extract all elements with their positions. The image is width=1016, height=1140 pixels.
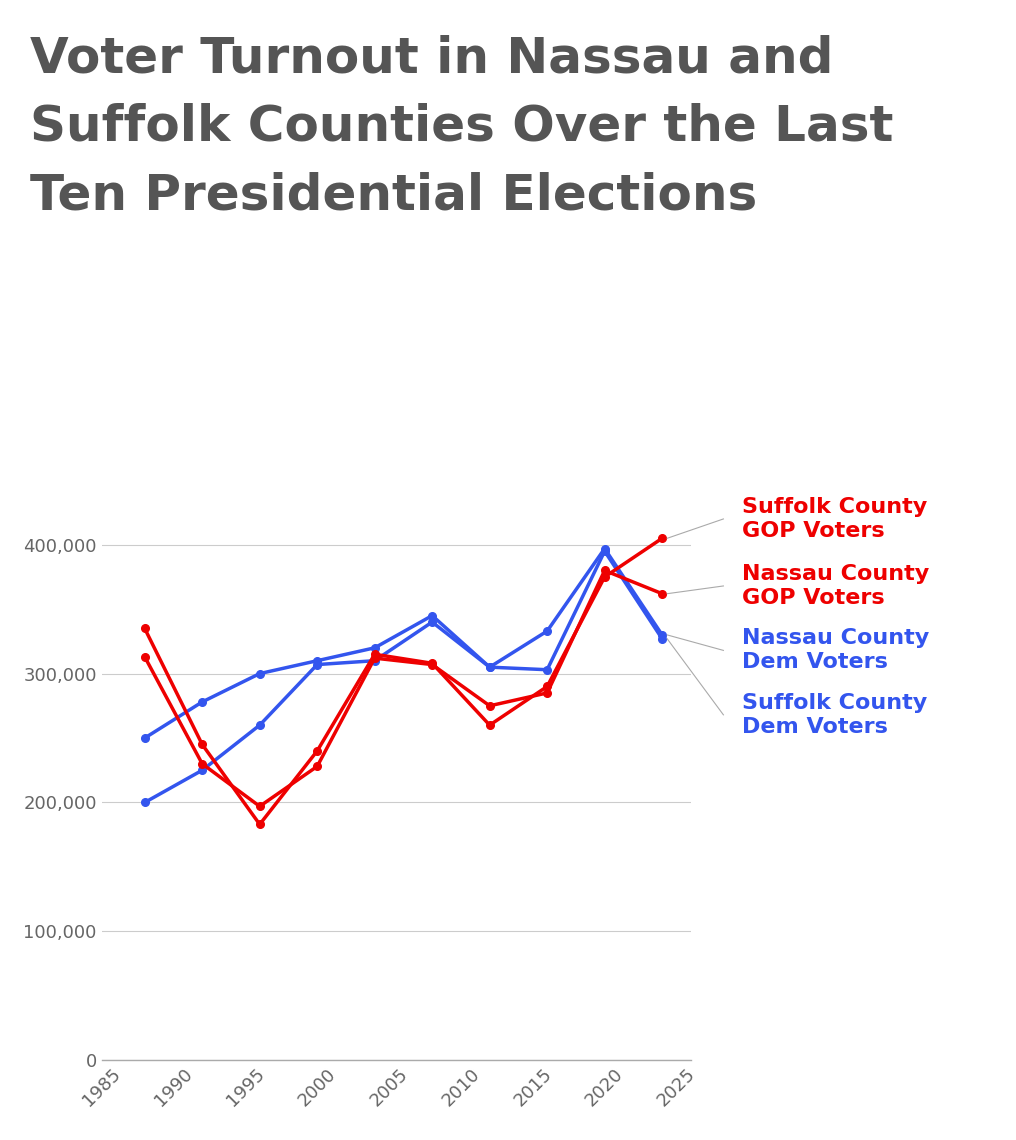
Text: Suffolk County
GOP Voters: Suffolk County GOP Voters bbox=[742, 497, 927, 542]
Text: Voter Turnout in Nassau and: Voter Turnout in Nassau and bbox=[30, 34, 834, 82]
Text: Nassau County
GOP Voters: Nassau County GOP Voters bbox=[742, 564, 929, 608]
Text: Suffolk County
Dem Voters: Suffolk County Dem Voters bbox=[742, 693, 927, 736]
Text: Nassau County
Dem Voters: Nassau County Dem Voters bbox=[742, 628, 929, 673]
Text: Ten Presidential Elections: Ten Presidential Elections bbox=[30, 171, 758, 219]
Text: Suffolk Counties Over the Last: Suffolk Counties Over the Last bbox=[30, 103, 894, 150]
